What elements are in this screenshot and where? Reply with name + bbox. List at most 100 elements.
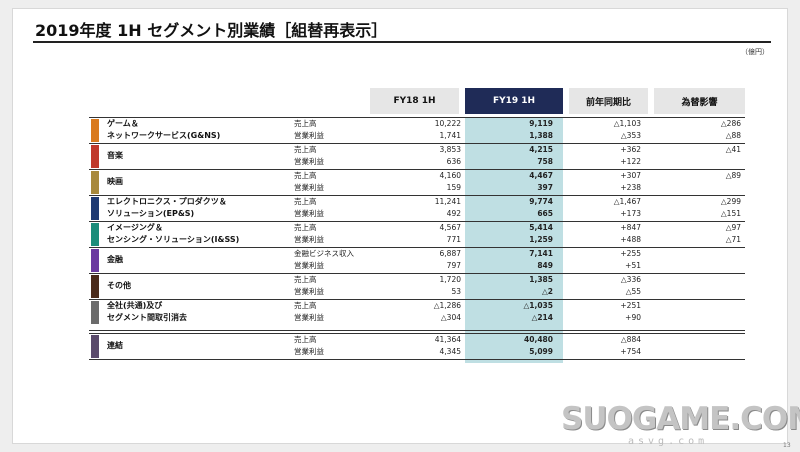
row-label: 売上高 — [294, 335, 317, 344]
slide: 2019年度 1H セグメント別業績［組替再表示］ （億円） FY18 1H F… — [12, 8, 800, 449]
row-label: 営業利益 — [294, 287, 324, 296]
value-yoy: △1,103 — [613, 119, 641, 128]
value-yoy: △55 — [625, 287, 641, 296]
segment-block: ゲーム＆ ネットワークサービス(G&NS) 売上高 10,222 9,119 △1,10… — [13, 117, 789, 143]
row-label: 売上高 — [294, 197, 317, 206]
segment-name: その他 — [107, 281, 131, 290]
value-yoy: +90 — [625, 313, 641, 322]
value-fy18: 4,345 — [439, 347, 461, 356]
page-number: 13 — [783, 442, 791, 449]
value-fy18: 1,741 — [439, 131, 461, 140]
segment-name: 音楽 — [107, 151, 123, 160]
value-fy19: 7,141 — [529, 249, 553, 258]
row-label: 営業利益 — [294, 183, 324, 192]
segment-block: 連結 売上高 41,364 40,480 △884 営業利益 4,345 5,099 +754 — [13, 330, 789, 360]
value-yoy: +238 — [620, 183, 641, 192]
value-yoy: +251 — [620, 301, 641, 310]
segment-color-bar — [91, 145, 99, 168]
value-fy18: 159 — [446, 183, 461, 192]
table-row: 売上高 △1,286 △1,035 +251 — [13, 300, 789, 312]
segment-color-bar — [91, 301, 99, 324]
table-row: 営業利益 797 849 +51 — [13, 260, 789, 272]
value-fy18: △304 — [440, 313, 461, 322]
segment-color-bar — [91, 249, 99, 272]
value-fy18: △1,286 — [433, 301, 461, 310]
segment-name: イメージング＆ センシング・ソリューション(I&SS) — [107, 223, 240, 244]
segment-name: 金融 — [107, 255, 123, 264]
row-label: 営業利益 — [294, 209, 324, 218]
value-fy18: 4,567 — [439, 223, 461, 232]
segment-color-bar — [91, 171, 99, 194]
value-fy19: 1,259 — [529, 235, 553, 244]
segment-name: 全社(共通)及び セグメント間取引消去 — [107, 301, 187, 322]
value-yoy: +255 — [620, 249, 641, 258]
table-row: 売上高 41,364 40,480 △884 — [13, 334, 789, 346]
value-yoy: △1,467 — [613, 197, 641, 206]
row-label: 売上高 — [294, 301, 317, 310]
row-label: 売上高 — [294, 275, 317, 284]
segment-block: 映画 売上高 4,160 4,467 +307 △89 営業利益 159 397 +238 — [13, 169, 789, 195]
value-fy19: △214 — [531, 313, 553, 322]
segment-divider — [89, 169, 745, 170]
value-fy18: 3,853 — [439, 145, 461, 154]
segment-name: エレクトロニクス・プロダクツ＆ ソリューション(EP&S) — [107, 197, 227, 218]
segment-color-bar — [91, 335, 99, 358]
value-fx: △299 — [720, 197, 741, 206]
row-label: 売上高 — [294, 223, 317, 232]
segment-color-bar — [91, 223, 99, 246]
table-row: 営業利益 771 1,259 +488 △71 — [13, 234, 789, 246]
page-title: 2019年度 1H セグメント別業績［組替再表示］ — [35, 21, 388, 40]
value-yoy: +754 — [620, 347, 641, 356]
segment-block: エレクトロニクス・プロダクツ＆ ソリューション(EP&S) 売上高 11,241 9,… — [13, 195, 789, 221]
value-fx: △97 — [725, 223, 741, 232]
value-yoy: △336 — [620, 275, 641, 284]
unit-label: （億円） — [741, 48, 769, 56]
segment-name: ゲーム＆ ネットワークサービス(G&NS) — [107, 119, 221, 140]
value-fy19: 5,414 — [529, 223, 553, 232]
row-label: 営業利益 — [294, 131, 324, 140]
segment-block: イメージング＆ センシング・ソリューション(I&SS) 売上高 4,567 5,414… — [13, 221, 789, 247]
table-row: 営業利益 1,741 1,388 △353 △88 — [13, 130, 789, 142]
table-row: 営業利益 △304 △214 +90 — [13, 312, 789, 324]
segment-block: 全社(共通)及び セグメント間取引消去 売上高 △1,286 △1,035 +251 営業… — [13, 299, 789, 325]
table-row: 売上高 3,853 4,215 +362 △41 — [13, 144, 789, 156]
value-fy19: △2 — [542, 287, 553, 296]
value-fy18: 771 — [446, 235, 461, 244]
table-row: 売上高 11,241 9,774 △1,467 △299 — [13, 196, 789, 208]
value-yoy: +362 — [620, 145, 641, 154]
row-label: 売上高 — [294, 119, 317, 128]
value-fy19: 758 — [537, 157, 553, 166]
value-fy18: 492 — [446, 209, 461, 218]
segment-name: 連結 — [107, 341, 123, 350]
value-fy18: 1,720 — [439, 275, 461, 284]
title-underline — [33, 41, 771, 43]
table-row: 営業利益 492 665 +173 △151 — [13, 208, 789, 220]
value-fy18: 636 — [446, 157, 461, 166]
segment-divider — [89, 143, 745, 144]
value-fy18: 53 — [451, 287, 461, 296]
segment-block: 金融 金融ビジネス収入 6,887 7,141 +255 営業利益 797 849 +51 — [13, 247, 789, 273]
row-label: 金融ビジネス収入 — [294, 249, 354, 258]
value-fy19: 9,774 — [529, 197, 553, 206]
value-fy19: 5,099 — [529, 347, 553, 356]
segment-divider — [89, 299, 745, 300]
value-fy19: △1,035 — [523, 301, 554, 310]
segment-color-bar — [91, 197, 99, 220]
value-fy18: 10,222 — [434, 119, 461, 128]
value-yoy: +488 — [620, 235, 641, 244]
value-yoy: △353 — [620, 131, 641, 140]
value-fy18: 41,364 — [434, 335, 461, 344]
table-row: 売上高 4,160 4,467 +307 △89 — [13, 170, 789, 182]
table-row: 金融ビジネス収入 6,887 7,141 +255 — [13, 248, 789, 260]
value-fy19: 4,467 — [529, 171, 553, 180]
row-label: 売上高 — [294, 145, 317, 154]
value-fx: △286 — [720, 119, 741, 128]
table-row: 売上高 4,567 5,414 +847 △97 — [13, 222, 789, 234]
row-label: 営業利益 — [294, 235, 324, 244]
value-fy19: 849 — [537, 261, 553, 270]
table-row: 売上高 1,720 1,385 △336 — [13, 274, 789, 286]
watermark-logo: SUOGAME.COM — [561, 401, 800, 437]
header-fy18-1h: FY18 1H — [370, 88, 459, 114]
value-fy18: 4,160 — [439, 171, 461, 180]
row-label: 営業利益 — [294, 347, 324, 356]
